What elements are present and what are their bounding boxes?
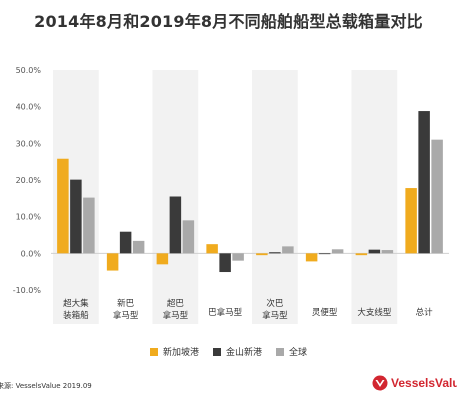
bar <box>106 253 119 271</box>
legend-item-singapore: 新加坡港 <box>149 345 199 358</box>
x-tick-label: 灵便型 <box>312 307 338 318</box>
bar <box>57 158 69 254</box>
brand-name: VesselsValue <box>391 376 457 390</box>
bar <box>156 253 169 265</box>
vesselsvalue-logo-icon <box>372 375 388 391</box>
bar <box>83 197 95 254</box>
bar <box>169 196 182 254</box>
bar <box>331 249 344 254</box>
bar <box>232 253 244 261</box>
chart-title: 2014年8月和2019年8月不同船舶船型总载箱量对比 <box>34 12 423 31</box>
x-tick-label: 装箱船 <box>63 310 89 321</box>
bar <box>119 231 132 254</box>
y-tick-label: 0.0% <box>21 249 42 258</box>
legend-item-global: 全球 <box>276 345 307 358</box>
bar <box>70 179 82 254</box>
category-band <box>252 70 298 324</box>
legend-item-jinshan: 金山新港 <box>212 345 262 358</box>
legend-swatch <box>149 347 158 356</box>
bar <box>269 252 281 254</box>
legend: 新加坡港 金山新港 全球 <box>0 345 457 358</box>
x-tick-label: 拿马型 <box>262 310 288 321</box>
bars <box>57 111 443 273</box>
x-tick-label: 次巴 <box>266 298 284 309</box>
bar <box>132 240 145 254</box>
bar <box>405 188 417 254</box>
y-tick-label: 50.0% <box>16 66 42 75</box>
bar <box>206 244 218 254</box>
bar <box>431 139 443 254</box>
brand-logo: VesselsValue <box>372 375 457 391</box>
bar <box>256 253 268 256</box>
x-tick-label: 超大集 <box>63 298 89 309</box>
x-tick-label: 巴拿马型 <box>208 307 243 318</box>
x-tick-label: 新巴 <box>117 298 135 309</box>
bar <box>418 111 430 254</box>
y-axis: 50.0% 40.0% 30.0% 20.0% 10.0% 0.0% -10.0% <box>13 66 42 295</box>
legend-label: 金山新港 <box>225 348 262 358</box>
x-tick-label: 大支线型 <box>357 307 392 318</box>
legend-label: 新加坡港 <box>162 348 199 358</box>
bar <box>182 220 195 254</box>
y-tick-label: 30.0% <box>16 139 42 148</box>
bar <box>368 249 381 254</box>
y-tick-label: 20.0% <box>16 176 42 185</box>
legend-label: 全球 <box>289 348 308 358</box>
y-tick-label: 10.0% <box>16 213 42 222</box>
x-tick-label: 超巴 <box>167 298 185 309</box>
category-bands <box>53 70 398 324</box>
x-tick-label: 拿马型 <box>113 310 139 321</box>
category-band <box>351 70 398 324</box>
x-tick-label: 拿马型 <box>163 310 189 321</box>
bar <box>381 250 394 254</box>
bar <box>282 246 294 254</box>
y-tick-label: -10.0% <box>13 286 42 295</box>
bar <box>305 253 318 262</box>
legend-swatch <box>212 347 221 356</box>
x-tick-label: 总计 <box>416 307 434 318</box>
legend-swatch <box>276 347 284 356</box>
bar <box>318 253 331 255</box>
bar <box>219 253 231 273</box>
source-note: 来源: VesselsValue 2019.09 <box>0 382 92 390</box>
y-tick-label: 40.0% <box>16 103 42 112</box>
bar <box>355 253 368 256</box>
